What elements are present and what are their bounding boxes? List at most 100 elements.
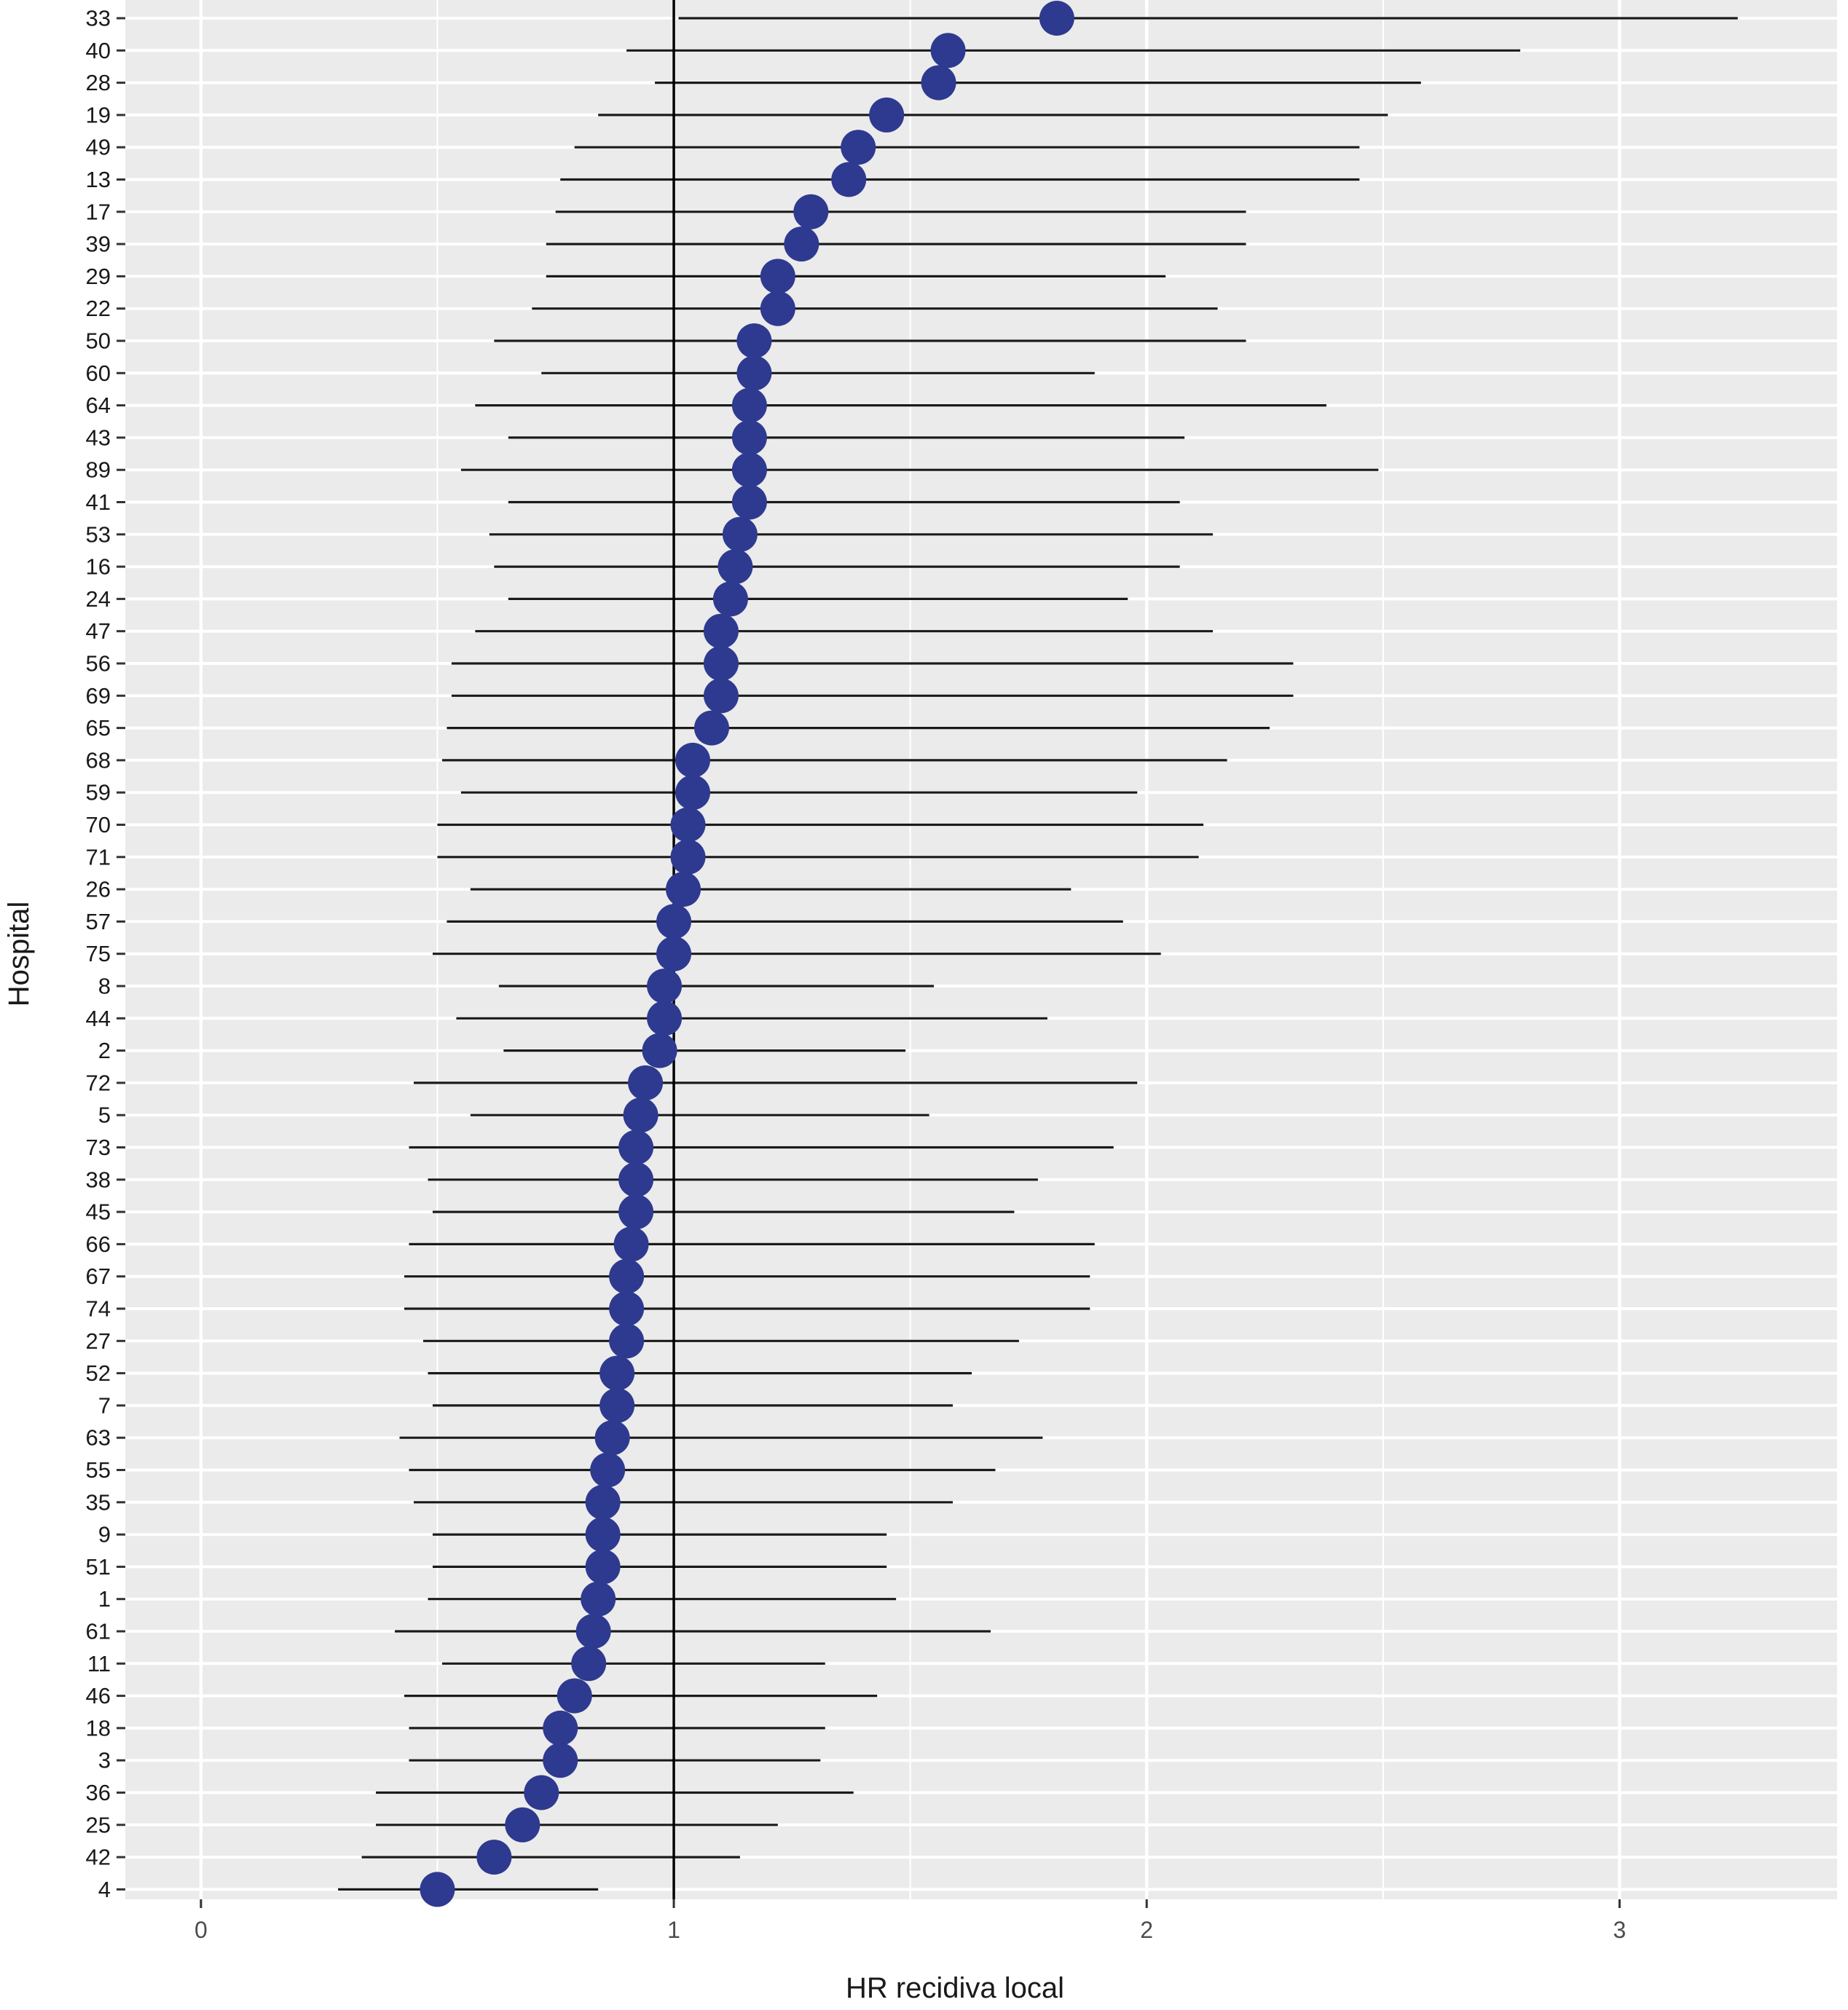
hr-point-hospital-11 xyxy=(571,1646,607,1682)
y-axis-title: Hospital xyxy=(3,902,35,1007)
y-tick-label-hospital-2: 2 xyxy=(98,1038,111,1063)
y-tick-label-hospital-28: 28 xyxy=(86,70,111,95)
y-axis-tick-labels: 3340281949131739292250606443894153162447… xyxy=(86,6,125,1902)
hr-point-hospital-49 xyxy=(841,130,876,165)
y-tick-label-hospital-56: 56 xyxy=(86,651,111,677)
hr-point-hospital-17 xyxy=(793,194,829,229)
hr-point-hospital-66 xyxy=(613,1226,649,1262)
hr-point-hospital-69 xyxy=(703,678,739,714)
y-tick-label-hospital-11: 11 xyxy=(87,1651,111,1676)
hr-point-hospital-47 xyxy=(703,613,739,649)
y-tick-label-hospital-65: 65 xyxy=(86,715,111,741)
y-tick-label-hospital-29: 29 xyxy=(86,264,111,289)
y-tick-label-hospital-61: 61 xyxy=(86,1619,111,1644)
hr-point-hospital-75 xyxy=(656,936,692,972)
hr-point-hospital-53 xyxy=(722,516,758,552)
y-tick-label-hospital-71: 71 xyxy=(86,844,111,870)
hr-point-hospital-22 xyxy=(760,291,795,326)
y-tick-label-hospital-47: 47 xyxy=(86,618,111,644)
y-tick-label-hospital-33: 33 xyxy=(86,6,111,31)
hr-point-hospital-25 xyxy=(505,1807,540,1842)
y-tick-label-hospital-73: 73 xyxy=(86,1135,111,1160)
x-axis-tick-labels: 0 1 2 3 xyxy=(194,1899,1626,1943)
y-tick-label-hospital-17: 17 xyxy=(86,199,111,224)
y-tick-label-hospital-44: 44 xyxy=(86,1006,111,1031)
y-tick-label-hospital-4: 4 xyxy=(98,1877,111,1902)
hr-point-hospital-39 xyxy=(784,226,819,262)
hazard-ratio-points xyxy=(420,1,1074,1907)
y-tick-label-hospital-25: 25 xyxy=(86,1812,111,1837)
y-tick-label-hospital-3: 3 xyxy=(98,1748,111,1773)
y-tick-label-hospital-60: 60 xyxy=(86,360,111,386)
hr-point-hospital-44 xyxy=(647,1001,683,1036)
hr-point-hospital-2 xyxy=(642,1033,677,1068)
plot-panel xyxy=(125,0,1837,1899)
x-tick-label-1: 1 xyxy=(667,1917,680,1943)
hr-point-hospital-36 xyxy=(524,1775,559,1810)
x-axis-title: HR recidiva local xyxy=(846,1972,1064,2004)
y-tick-label-hospital-57: 57 xyxy=(86,909,111,934)
hr-point-hospital-89 xyxy=(731,452,767,488)
y-tick-label-hospital-45: 45 xyxy=(86,1199,111,1225)
y-tick-label-hospital-74: 74 xyxy=(86,1296,111,1322)
y-tick-label-hospital-26: 26 xyxy=(86,877,111,902)
y-tick-label-hospital-38: 38 xyxy=(86,1167,111,1192)
y-tick-label-hospital-51: 51 xyxy=(86,1554,111,1580)
y-tick-label-hospital-55: 55 xyxy=(86,1457,111,1483)
hr-point-hospital-74 xyxy=(609,1291,645,1326)
confidence-intervals xyxy=(338,17,1738,1891)
y-tick-label-hospital-40: 40 xyxy=(86,38,111,63)
hr-point-hospital-29 xyxy=(760,259,795,294)
hr-point-hospital-52 xyxy=(599,1355,635,1391)
y-tick-label-hospital-7: 7 xyxy=(98,1392,111,1418)
hr-point-hospital-4 xyxy=(420,1872,455,1907)
y-tick-label-hospital-41: 41 xyxy=(86,489,111,515)
hr-point-hospital-46 xyxy=(557,1678,592,1714)
hr-point-hospital-42 xyxy=(476,1840,512,1875)
hr-point-hospital-1 xyxy=(581,1581,616,1617)
y-tick-label-hospital-68: 68 xyxy=(86,747,111,773)
y-tick-label-hospital-22: 22 xyxy=(86,296,111,321)
y-tick-label-hospital-5: 5 xyxy=(98,1103,111,1128)
y-tick-label-hospital-27: 27 xyxy=(86,1328,111,1354)
y-tick-label-hospital-59: 59 xyxy=(86,780,111,805)
hr-point-hospital-72 xyxy=(628,1065,664,1100)
hr-point-hospital-41 xyxy=(731,484,767,520)
y-tick-label-hospital-9: 9 xyxy=(98,1522,111,1548)
hr-point-hospital-57 xyxy=(656,904,692,939)
hr-point-hospital-68 xyxy=(675,742,711,778)
y-tick-label-hospital-8: 8 xyxy=(98,974,111,999)
hr-point-hospital-71 xyxy=(670,839,706,875)
y-tick-label-hospital-64: 64 xyxy=(86,393,111,418)
y-tick-label-hospital-13: 13 xyxy=(86,167,111,192)
hr-point-hospital-73 xyxy=(618,1130,654,1165)
hr-point-hospital-3 xyxy=(543,1743,578,1778)
y-tick-label-hospital-49: 49 xyxy=(86,135,111,160)
y-tick-label-hospital-52: 52 xyxy=(86,1360,111,1386)
hr-point-hospital-8 xyxy=(647,969,683,1004)
hr-point-hospital-35 xyxy=(585,1484,621,1520)
hr-point-hospital-63 xyxy=(594,1420,630,1456)
hr-point-hospital-5 xyxy=(623,1097,658,1133)
y-tick-label-hospital-16: 16 xyxy=(86,554,111,580)
hr-point-hospital-40 xyxy=(930,33,966,68)
x-tick-label-3: 3 xyxy=(1613,1917,1626,1943)
hr-point-hospital-38 xyxy=(618,1162,654,1197)
hr-point-hospital-55 xyxy=(590,1452,626,1488)
y-tick-label-hospital-42: 42 xyxy=(86,1845,111,1870)
hr-point-hospital-43 xyxy=(731,419,767,455)
hr-point-hospital-70 xyxy=(670,807,706,843)
hr-point-hospital-56 xyxy=(703,646,739,681)
hr-point-hospital-28 xyxy=(921,65,956,100)
hr-point-hospital-50 xyxy=(736,323,772,358)
hr-point-hospital-13 xyxy=(831,162,867,197)
y-tick-label-hospital-63: 63 xyxy=(86,1425,111,1451)
y-tick-label-hospital-66: 66 xyxy=(86,1231,111,1257)
hr-point-hospital-59 xyxy=(675,775,711,811)
y-tick-label-hospital-39: 39 xyxy=(86,232,111,257)
hr-point-hospital-51 xyxy=(585,1549,621,1585)
y-tick-label-hospital-46: 46 xyxy=(86,1683,111,1708)
y-tick-label-hospital-70: 70 xyxy=(86,812,111,838)
